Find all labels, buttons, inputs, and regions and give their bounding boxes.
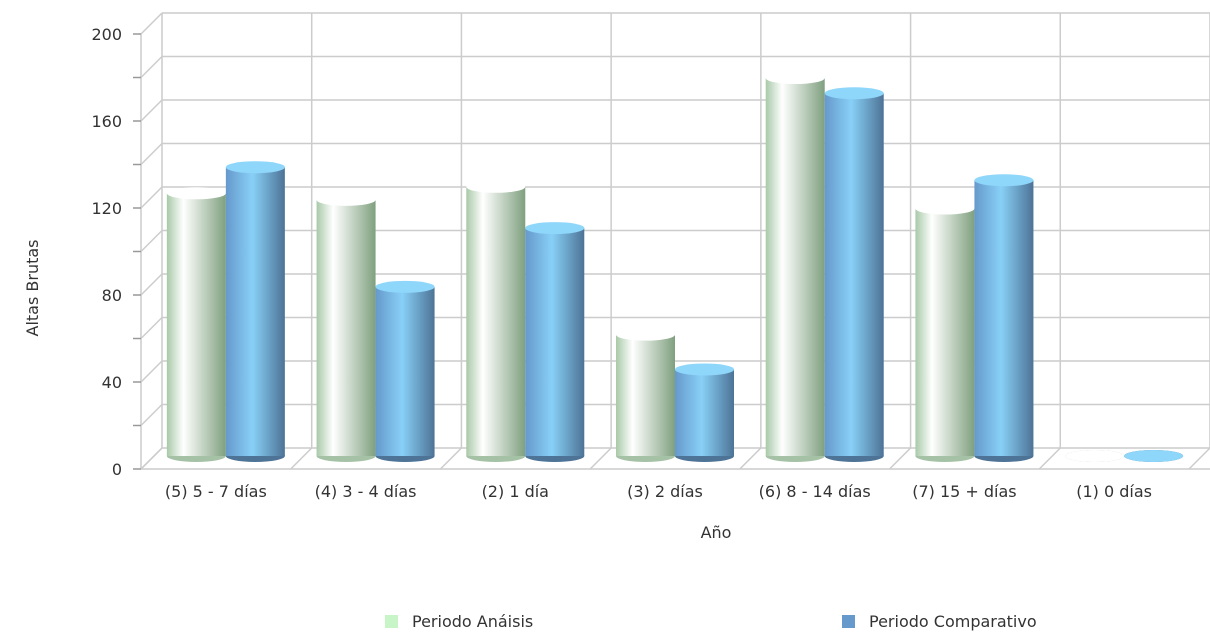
x-tick-label: (6) 8 - 14 días (759, 482, 871, 501)
bar-body (225, 167, 285, 456)
y-tick-label: 80 (102, 286, 122, 305)
axes-layer (133, 33, 1210, 470)
grid-line-depth (140, 186, 163, 209)
bar-top (466, 180, 526, 193)
bar-top (316, 193, 376, 206)
floor-line (1038, 447, 1061, 470)
labels-layer: 0 40 80 120 160 200 (5) 5 - 7 días (4) 3 - 4 dí… (91, 25, 1152, 501)
bar-body (824, 93, 884, 456)
bar-analisis[interactable] (765, 72, 825, 462)
bar-comparativo[interactable] (675, 363, 734, 462)
bar-top (1065, 450, 1125, 462)
legend-label-analisis: Periodo Anáisis (412, 612, 534, 631)
bar-top (1124, 450, 1184, 462)
bar-body (765, 78, 825, 457)
bar-top (765, 72, 825, 85)
bar-body (166, 193, 226, 457)
grid-line-depth (140, 142, 163, 166)
bar-analisis[interactable] (1065, 450, 1125, 462)
grid-line-depth (140, 403, 163, 427)
x-tick-label: (4) 3 - 4 días (315, 482, 417, 501)
bar-body (974, 180, 1034, 456)
bar-analisis[interactable] (466, 180, 526, 462)
bar-comparativo[interactable] (375, 280, 435, 462)
bar-analisis[interactable] (166, 187, 226, 462)
x-tick-label: (3) 2 días (627, 482, 703, 501)
bar-top (225, 161, 285, 174)
y-tick-label: 200 (91, 25, 122, 44)
bar-comparativo[interactable] (974, 174, 1034, 462)
grid-line-depth (140, 273, 163, 296)
bar-body (616, 334, 675, 456)
floor-line (290, 447, 313, 470)
x-axis-title: Año (701, 523, 732, 542)
bar-analisis[interactable] (316, 193, 376, 462)
x-tick-label: (7) 15 + días (912, 482, 1016, 501)
legend-swatch-analisis (385, 615, 398, 628)
bar-body (466, 186, 526, 456)
bar-body (675, 369, 734, 456)
floor-line (1188, 447, 1210, 470)
bar-comparativo[interactable] (225, 161, 285, 462)
bars-layer (166, 72, 1184, 462)
floor-line (889, 447, 912, 470)
bar-analisis[interactable] (915, 202, 975, 462)
grid-line-depth (140, 360, 163, 383)
legend-swatch-comparativo (842, 615, 855, 628)
grid-line-depth (140, 12, 163, 35)
y-tick-label: 0 (112, 460, 122, 479)
bar-comparativo[interactable] (1124, 450, 1184, 462)
bar-top (915, 202, 975, 215)
x-tick-label: (5) 5 - 7 días (165, 482, 267, 501)
x-tick-label: (1) 0 días (1076, 482, 1152, 501)
grid-line-depth (140, 99, 163, 122)
bar-analisis[interactable] (616, 328, 675, 462)
y-tick-label: 40 (102, 373, 122, 392)
grid-line-depth (140, 229, 163, 253)
floor-line (589, 447, 612, 470)
bar-body (915, 208, 975, 456)
bar-body (375, 286, 435, 456)
legend-item-analisis[interactable]: Periodo Anáisis (385, 612, 533, 631)
bar-top (525, 222, 585, 235)
legend-label-comparativo: Periodo Comparativo (869, 612, 1037, 631)
x-tick-label: (2) 1 día (482, 482, 549, 501)
y-tick-label: 120 (91, 199, 122, 218)
bar-body (316, 199, 376, 456)
floor-line (439, 447, 462, 470)
bar-top (616, 328, 675, 341)
floor-line (739, 447, 762, 470)
y-tick-label: 160 (91, 112, 122, 131)
grid-line-depth (140, 55, 163, 79)
grid-line-depth (140, 316, 163, 340)
bar-top (375, 280, 435, 293)
bar-comparativo[interactable] (824, 87, 884, 462)
legend-item-comparativo[interactable]: Periodo Comparativo (842, 612, 1037, 631)
bar-top (166, 187, 226, 200)
y-axis-title: Altas Brutas (23, 240, 42, 337)
bar-top (824, 87, 884, 100)
bar-comparativo[interactable] (525, 222, 585, 462)
bar-top (675, 363, 734, 376)
legend: Periodo Anáisis Periodo Comparativo (0, 612, 1210, 636)
floor-line (140, 447, 163, 470)
bar-top (974, 174, 1034, 187)
bar-body (525, 228, 585, 456)
